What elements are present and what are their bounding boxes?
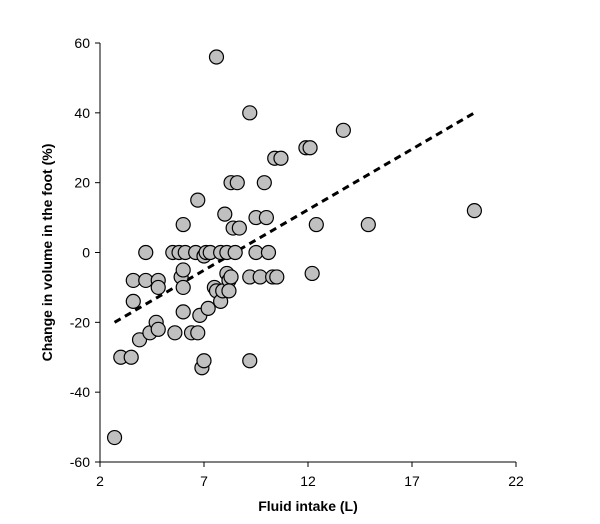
x-tick-label: 2 xyxy=(96,473,104,489)
data-point xyxy=(123,349,139,365)
trendline-group xyxy=(113,111,476,324)
data-point xyxy=(208,49,225,65)
trendline xyxy=(113,111,476,324)
data-point xyxy=(242,353,258,369)
y-tick-label: 0 xyxy=(82,245,90,261)
data-point xyxy=(229,175,245,191)
data-point xyxy=(167,325,183,341)
x-tick-label: 17 xyxy=(404,473,420,489)
y-tick-label: 20 xyxy=(74,175,90,191)
data-point xyxy=(273,150,289,166)
data-point xyxy=(302,140,318,156)
data-point xyxy=(196,353,212,369)
y-axis-title: Change in volume in the foot (%) xyxy=(39,144,55,362)
y-tick-label: -20 xyxy=(70,314,90,330)
data-point xyxy=(175,216,191,233)
y-tick-label: -40 xyxy=(70,384,90,400)
data-point xyxy=(231,220,247,236)
x-tick-label: 7 xyxy=(200,473,208,489)
data-point xyxy=(175,279,191,296)
x-tick-label: 12 xyxy=(300,473,316,489)
data-point xyxy=(242,105,258,121)
x-tick-label: 22 xyxy=(508,473,524,489)
data-point xyxy=(200,300,216,316)
data-point xyxy=(258,209,274,226)
data-point xyxy=(138,244,154,261)
data-point xyxy=(256,175,272,191)
data-point xyxy=(106,429,123,446)
data-point xyxy=(217,206,233,222)
data-point xyxy=(125,293,141,309)
data-point xyxy=(466,203,482,219)
data-point xyxy=(131,332,148,348)
data-point xyxy=(150,279,166,296)
data-point xyxy=(175,262,191,278)
axes xyxy=(95,42,517,467)
data-point xyxy=(260,244,277,261)
y-tick-label: 60 xyxy=(74,35,90,51)
data-point xyxy=(190,325,206,341)
data-point xyxy=(308,216,324,233)
data-point xyxy=(360,216,376,233)
data-point xyxy=(335,122,351,138)
data-point xyxy=(269,269,285,285)
data-point xyxy=(175,304,191,320)
y-tick-label: 40 xyxy=(74,105,90,121)
data-point xyxy=(221,283,237,299)
data-points xyxy=(106,49,482,446)
data-point xyxy=(150,321,166,337)
data-point xyxy=(304,265,320,282)
tick-labels: 60 40 20 0 -20 -40 -60 2 7 12 17 22 xyxy=(70,35,524,489)
data-point xyxy=(223,269,239,285)
x-axis-title: Fluid intake (L) xyxy=(258,498,358,514)
data-point xyxy=(227,244,243,261)
data-point xyxy=(190,192,206,208)
y-tick-label: -60 xyxy=(70,454,90,470)
